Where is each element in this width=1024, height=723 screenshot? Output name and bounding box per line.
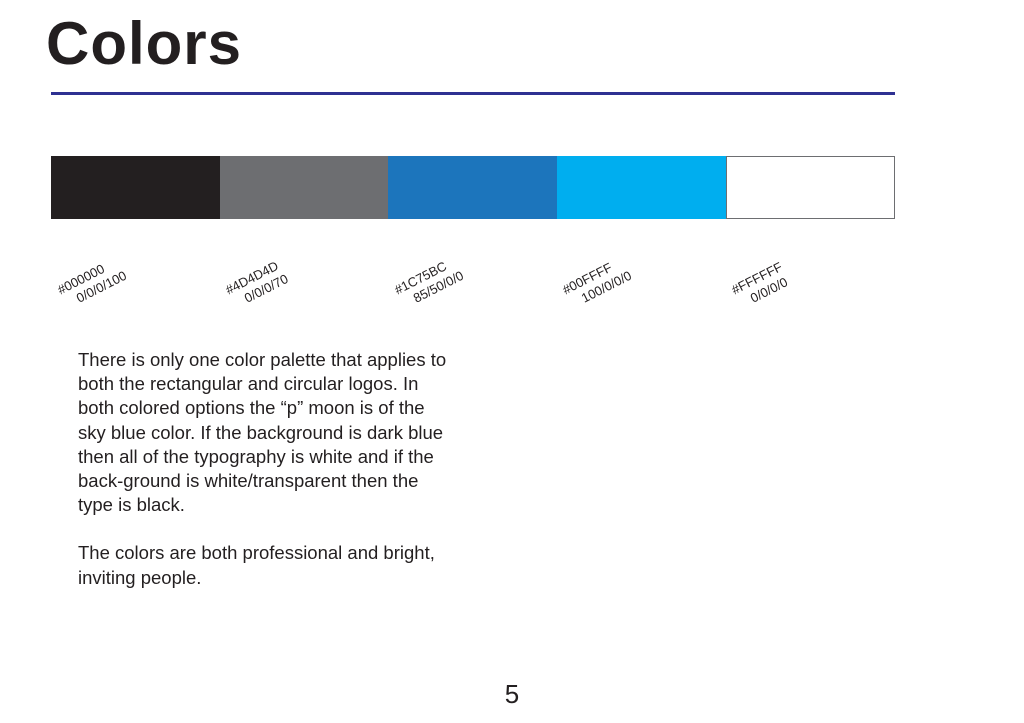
- page-number: 5: [504, 679, 520, 709]
- swatch-white: [726, 156, 895, 219]
- swatch-gray: [220, 156, 388, 219]
- color-swatch-row: [51, 156, 895, 219]
- body-paragraph: The colors are both professional and bri…: [78, 542, 435, 588]
- swatch-label-dark-blue: #1C75BC 85/50/0/0: [392, 230, 513, 313]
- body-paragraph: There is only one color palette that app…: [78, 349, 447, 516]
- page-title: Colors: [46, 10, 243, 77]
- swatch-sky-blue: [557, 156, 726, 219]
- body-text: There is only one color palette that app…: [78, 348, 448, 614]
- swatch-black: [51, 156, 220, 219]
- swatch-label-gray: #4D4D4D 0/0/0/70: [223, 230, 344, 313]
- title-rule: [51, 92, 895, 95]
- swatch-dark-blue: [388, 156, 557, 219]
- swatch-label-black: #000000 0/0/0/100: [55, 230, 176, 313]
- swatch-label-white: #FFFFFF 0/0/0/0: [729, 230, 850, 313]
- swatch-label-sky-blue: #00FFFF 100/0/0/0: [560, 230, 681, 313]
